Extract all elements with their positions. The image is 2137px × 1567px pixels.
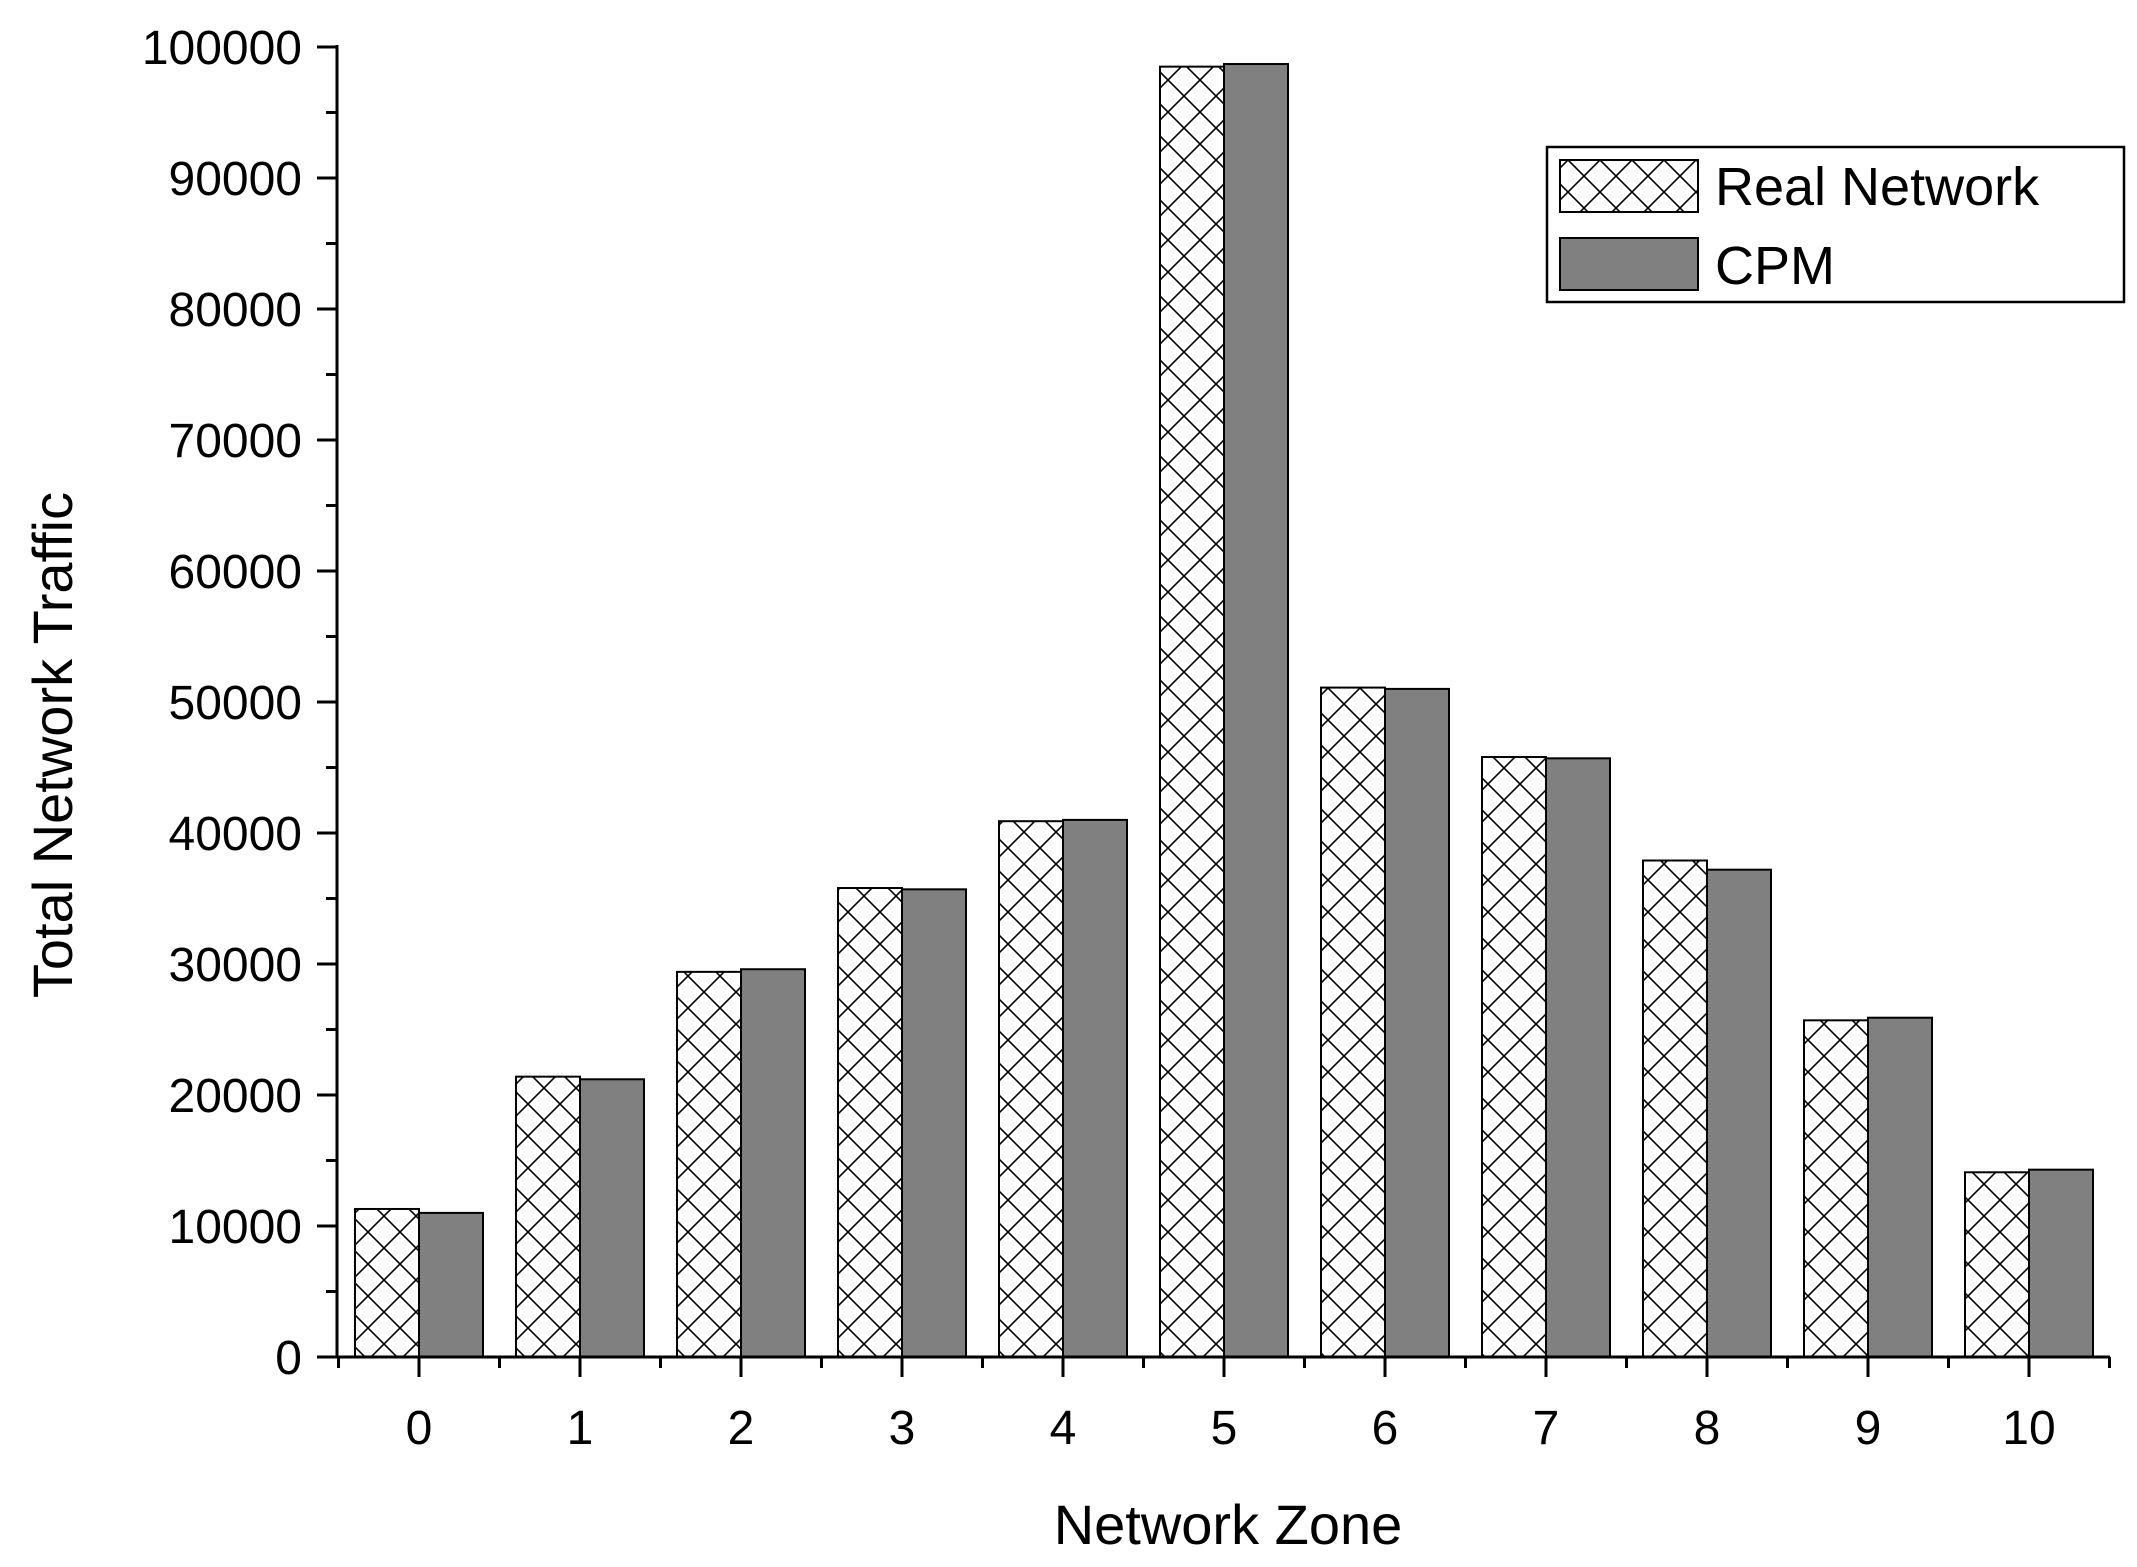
bar-real-network-3	[837, 887, 903, 1359]
x-tick-label: 3	[889, 1402, 916, 1455]
x-tick-label: 7	[1533, 1402, 1560, 1455]
bar-real-network-6	[1320, 686, 1386, 1358]
y-tick-label: 20000	[169, 1070, 302, 1123]
x-tick-label: 2	[728, 1402, 755, 1455]
x-tick-label: 5	[1211, 1402, 1238, 1455]
bar-cpm-7	[1545, 757, 1611, 1358]
bar-cpm-9	[1867, 1016, 1933, 1359]
bar-cpm-3	[901, 888, 967, 1359]
ticks-layer: 0 10000 20000 30000 40000 50000 60000 70000 8000…	[142, 22, 2111, 1455]
bar-real-network-1	[515, 1075, 581, 1359]
x-tick-label: 1	[567, 1402, 594, 1455]
bar-real-network-0	[354, 1207, 420, 1358]
y-tick-label: 100000	[142, 22, 302, 75]
y-tick-label: 40000	[169, 808, 302, 861]
y-tick-label: 80000	[169, 284, 302, 337]
bar-cpm-5	[1223, 63, 1289, 1358]
bar-real-network-10	[1964, 1171, 2030, 1359]
y-tick-label: 70000	[169, 415, 302, 468]
bar-real-network-7	[1481, 756, 1547, 1358]
y-tick-label: 60000	[169, 546, 302, 599]
y-tick-label: 50000	[169, 677, 302, 730]
legend-label-cpm: CPM	[1715, 236, 1835, 296]
x-axis-label: Network Zone	[1054, 1493, 1403, 1556]
y-tick-label: 30000	[169, 939, 302, 992]
bar-cpm-0	[418, 1211, 484, 1359]
x-tick-label: 0	[406, 1402, 433, 1455]
bar-cpm-4	[1062, 818, 1128, 1358]
bar-cpm-2	[740, 968, 806, 1358]
bar-real-network-4	[998, 820, 1064, 1358]
y-tick-label: 0	[275, 1332, 302, 1385]
bar-cpm-8	[1706, 868, 1772, 1358]
x-tick-label: 6	[1372, 1402, 1399, 1455]
legend-swatch-real-network	[1559, 159, 1699, 213]
bar-cpm-6	[1384, 687, 1450, 1358]
bars-layer	[354, 63, 2094, 1359]
y-tick-label: 10000	[169, 1201, 302, 1254]
x-tick-label: 4	[1050, 1402, 1077, 1455]
legend-swatch-cpm	[1559, 237, 1699, 291]
bar-cpm-10	[2028, 1168, 2094, 1359]
legend-label-real-network: Real Network	[1715, 157, 2040, 217]
bar-cpm-1	[579, 1078, 645, 1359]
bar-real-network-2	[676, 970, 742, 1358]
bar-real-network-9	[1803, 1019, 1869, 1359]
bar-real-network-8	[1642, 859, 1708, 1358]
y-axis-label: Total Network Traffic	[21, 492, 84, 998]
y-tick-label: 90000	[169, 153, 302, 206]
x-tick-label: 10	[2002, 1402, 2055, 1455]
bar-real-network-5	[1159, 65, 1225, 1358]
x-tick-label: 8	[1694, 1402, 1721, 1455]
legend: Real Network CPM	[1545, 145, 2126, 304]
x-tick-label: 9	[1855, 1402, 1882, 1455]
